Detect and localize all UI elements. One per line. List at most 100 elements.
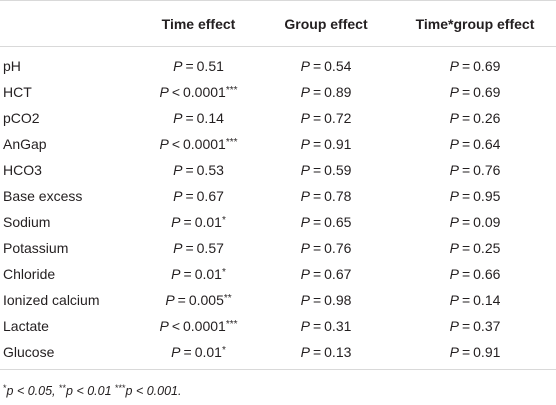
p-number: 0.37 [473,318,501,334]
footnote-stars: *** [115,383,126,393]
p-number: 0.14 [196,110,224,126]
p-symbol: P [159,84,169,100]
p-operator: = [461,318,471,334]
p-operator: = [312,344,322,360]
p-operator: = [312,136,322,152]
p-value-time-group-effect: P = 0.76 [394,157,556,183]
p-symbol: P [449,214,459,230]
p-value-time-group-effect: P = 0.91 [394,339,556,370]
p-operator: = [461,84,471,100]
p-symbol: P [300,110,310,126]
row-label: Ionized calcium [3,292,100,308]
p-operator: = [312,292,322,308]
p-operator: = [183,214,192,230]
p-operator: = [312,110,322,126]
p-symbol: P [300,240,310,256]
header-row: Time effect Group effect Time*group effe… [0,0,556,47]
p-number: 0.72 [324,110,352,126]
p-symbol: P [300,162,310,178]
p-value-time-effect: P = 0.005** [139,287,258,313]
p-symbol: P [173,240,183,256]
p-number: 0.98 [324,292,352,308]
p-number: 0.67 [196,188,224,204]
table-row: HCO3 P = 0.53 P = 0.59 P = 0.76 [0,157,556,183]
results-table-container: Time effect Group effect Time*group effe… [0,0,556,370]
p-value-time-group-effect: P = 0.64 [394,131,556,157]
p-symbol: P [171,344,181,360]
p-operator: = [183,266,192,282]
p-number: 0.59 [324,162,352,178]
p-symbol: P [300,292,310,308]
p-symbol: P [300,188,310,204]
row-label: pCO2 [3,110,40,126]
p-number: 0.0001 [183,84,226,100]
p-number: 0.67 [324,266,352,282]
p-number: 0.95 [473,188,501,204]
table-row: Lactate P <0.0001*** P = 0.31 P = 0.37 [0,313,556,339]
p-operator: = [312,266,322,282]
row-label: Sodium [3,214,51,230]
row-label: Base excess [3,188,83,204]
p-number: 0.25 [473,240,501,256]
p-operator: = [185,58,194,74]
p-symbol: P [449,136,459,152]
p-operator: = [183,344,192,360]
p-value-time-effect: P = 0.14 [139,105,258,131]
p-value-group-effect: P = 0.65 [258,209,394,235]
significance-stars: * [221,267,226,278]
p-number: 0.31 [324,318,352,334]
table-row: Chloride P = 0.01* P = 0.67 P = 0.66 [0,261,556,287]
p-number: 0.13 [324,344,352,360]
header-cell-time-effect: Time effect [139,0,258,47]
p-operator: < [171,84,180,100]
p-symbol: P [449,266,459,282]
p-number: 0.65 [324,214,352,230]
p-symbol: P [165,292,175,308]
p-value-group-effect: P = 0.76 [258,235,394,261]
table-row: Ionized calcium P = 0.005** P = 0.98 P = 0.14 [0,287,556,313]
p-value-time-effect: P <0.0001*** [139,79,258,105]
p-operator: = [312,188,322,204]
p-operator: = [461,292,471,308]
row-label: Potassium [3,240,69,256]
p-symbol: P [173,188,183,204]
p-symbol: P [300,318,310,334]
row-label: Lactate [3,318,49,334]
p-number: 0.57 [196,240,224,256]
p-operator: = [461,214,471,230]
table-row: Glucose P = 0.01* P = 0.13 P = 0.91 [0,339,556,370]
p-symbol: P [300,344,310,360]
row-label: Glucose [0,339,139,370]
p-value-time-group-effect: P = 0.95 [394,183,556,209]
p-value-time-group-effect: P = 0.26 [394,105,556,131]
p-number: 0.01 [194,266,222,282]
p-symbol: P [300,266,310,282]
p-symbol: P [159,136,169,152]
p-value-time-group-effect: P = 0.09 [394,209,556,235]
table-row: HCT P <0.0001*** P = 0.89 P = 0.69 [0,79,556,105]
p-symbol: P [300,136,310,152]
p-number: 0.0001 [183,136,226,152]
p-symbol: P [449,240,459,256]
p-number: 0.69 [473,84,501,100]
p-operator: = [312,162,322,178]
p-value-time-group-effect: P = 0.37 [394,313,556,339]
p-number: 0.26 [473,110,501,126]
p-symbol: P [449,110,459,126]
p-number: 0.09 [473,214,501,230]
header-cell-variable [0,0,139,47]
p-number: 0.91 [324,136,352,152]
p-value-time-effect: P = 0.01* [139,209,258,235]
p-operator: = [312,214,322,230]
p-operator: = [312,318,322,334]
p-value-group-effect: P = 0.72 [258,105,394,131]
p-symbol: P [449,188,459,204]
row-label: AnGap [3,136,47,152]
p-value-time-effect: P = 0.51 [139,47,258,80]
p-number: 0.0001 [183,318,226,334]
table-row: pH P = 0.51 P = 0.54 P = 0.69 [0,47,556,80]
p-operator: = [461,344,471,360]
p-number: 0.51 [196,58,224,74]
p-symbol: P [449,58,459,74]
row-label: HCT [3,84,32,100]
